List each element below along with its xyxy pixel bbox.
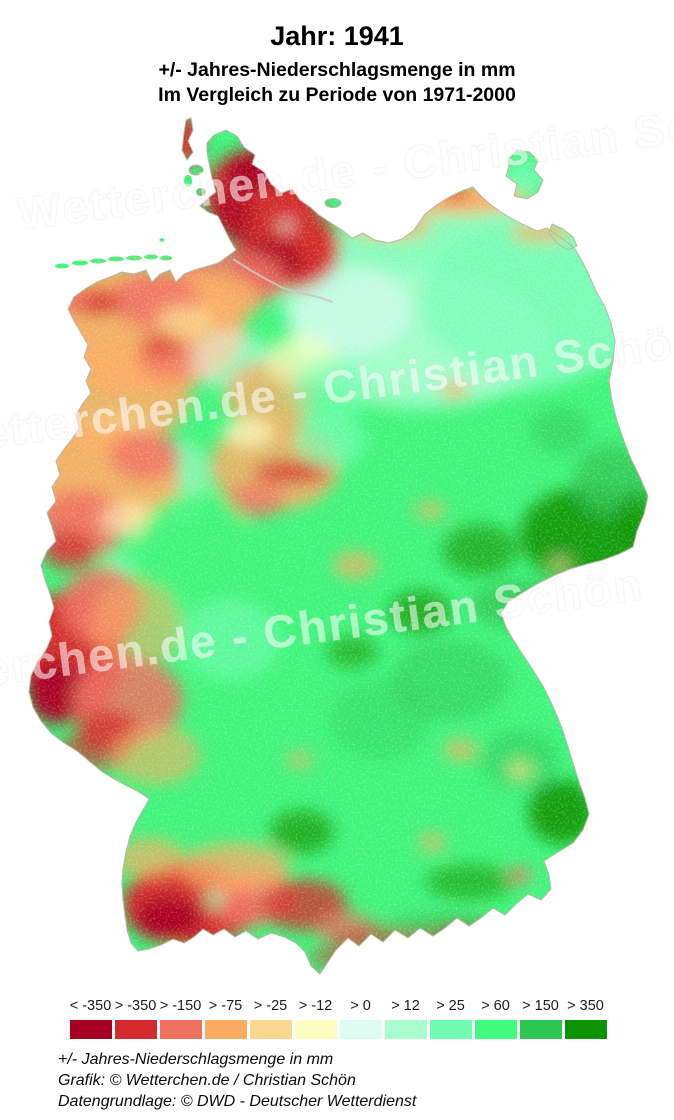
legend-label: > -350: [114, 998, 157, 1014]
attribution-line3: Datengrundlage: © DWD - Deutscher Wetter…: [58, 1093, 417, 1110]
legend-label: < -350: [69, 998, 112, 1014]
legend-item: > -12: [293, 998, 338, 1039]
legend-label: > 12: [391, 998, 420, 1014]
legend-swatch: [384, 1020, 427, 1039]
legend-label: > -75: [208, 998, 243, 1014]
legend-swatch: [429, 1020, 472, 1039]
germany-map-svg: Wetterchen.de - Christian Schön Wetterch…: [0, 115, 674, 975]
legend-swatch: [294, 1020, 337, 1039]
legend-swatch: [564, 1020, 607, 1039]
attribution: +/- Jahres-Niederschlagsmenge in mm Graf…: [58, 1051, 416, 1114]
legend-swatch: [69, 1020, 112, 1039]
legend-item: > 12: [383, 998, 428, 1039]
map-regions: [29, 118, 648, 974]
legend-swatch: [249, 1020, 292, 1039]
watermark-text: Wetterchen.de - Christian Schön: [15, 115, 674, 240]
speckle-dark-layer: [29, 118, 648, 974]
subtitle-line2: Im Vergleich zu Periode von 1971-2000: [158, 84, 516, 106]
legend-label: > -150: [159, 998, 202, 1014]
legend: < -350 > -350 > -150 > -75 > -25 > -12 > 0 > 12…: [68, 998, 608, 1039]
elbe-river: [232, 258, 334, 303]
legend-item: > 25: [428, 998, 473, 1039]
legend-label: > 25: [436, 998, 465, 1014]
legend-swatch: [159, 1020, 202, 1039]
legend-swatch: [204, 1020, 247, 1039]
attribution-line1: +/- Jahres-Niederschlagsmenge in mm: [58, 1051, 334, 1068]
legend-item: > 150: [518, 998, 563, 1039]
legend-item: > -25: [248, 998, 293, 1039]
legend-item: > 0: [338, 998, 383, 1039]
map-header: Jahr: 1941 +/- Jahres-Niederschlagsmenge…: [0, 0, 674, 115]
legend-swatch: [474, 1020, 517, 1039]
page-title: Jahr: 1941: [270, 21, 404, 51]
legend-item: < -350: [68, 998, 113, 1039]
legend-item: > 350: [563, 998, 608, 1039]
legend-item: > 60: [473, 998, 518, 1039]
legend-item: > -75: [203, 998, 248, 1039]
legend-item: > -350: [113, 998, 158, 1039]
legend-swatch: [339, 1020, 382, 1039]
subtitle-line1: +/- Jahres-Niederschlagsmenge in mm: [158, 59, 516, 81]
legend-label: > -25: [253, 998, 288, 1014]
legend-swatch: [114, 1020, 157, 1039]
legend-label: > -12: [298, 998, 333, 1014]
germany-map: Wetterchen.de - Christian Schön Wetterch…: [0, 115, 674, 1000]
legend-label: > 150: [522, 998, 559, 1014]
legend-label: > 350: [567, 998, 604, 1014]
legend-item: > -150: [158, 998, 203, 1039]
attribution-line2: Grafik: © Wetterchen.de / Christian Schö…: [58, 1072, 356, 1089]
legend-label: > 0: [350, 998, 371, 1014]
legend-label: > 60: [481, 998, 510, 1014]
germany-outline: [28, 117, 649, 975]
legend-swatch: [519, 1020, 562, 1039]
